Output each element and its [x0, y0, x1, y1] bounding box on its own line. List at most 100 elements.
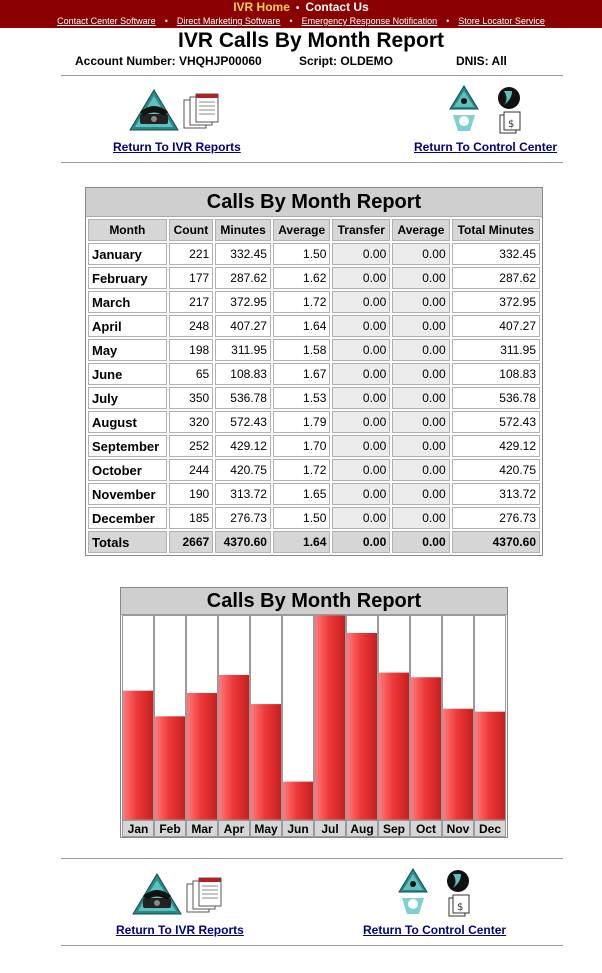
- calls-by-month-chart: Calls By Month Report Jan Feb Mar Apr May Jun…: [120, 587, 508, 838]
- value-cell: 0.00: [392, 315, 450, 337]
- value-cell: 287.62: [215, 267, 271, 289]
- x-tick-label: Jan: [128, 822, 149, 836]
- column-header-minutes: Minutes: [215, 219, 271, 241]
- month-cell: February: [88, 267, 167, 289]
- nav-separator: •: [289, 16, 293, 26]
- return-control-center-link-bottom[interactable]: Return To Control Center: [363, 923, 507, 937]
- bar-feb: [155, 716, 185, 820]
- value-cell: 0.00: [332, 483, 391, 505]
- value-cell: 1.72: [272, 291, 331, 313]
- month-cell: November: [88, 483, 167, 505]
- phone-icon[interactable]: [131, 872, 183, 916]
- value-cell: 0.00: [392, 411, 450, 433]
- value-cell: 0.00: [392, 243, 450, 265]
- ivr-home-link[interactable]: IVR Home: [233, 0, 290, 14]
- value-cell: 287.62: [451, 267, 540, 289]
- control-center-icon[interactable]: $: [448, 85, 524, 135]
- totals-label: Totals: [88, 531, 167, 553]
- value-cell: 65: [168, 363, 214, 385]
- bar-jun: [283, 781, 313, 820]
- value-cell: 350: [168, 387, 214, 409]
- value-cell: 1.67: [272, 363, 331, 385]
- table-row: January 221 332.45 1.50 0.00 0.00 332.45: [88, 243, 540, 265]
- reports-documents-icon[interactable]: [182, 92, 222, 132]
- top-nav-secondary: Contact Center Software • Direct Marketing…: [0, 15, 602, 28]
- month-cell: September: [88, 435, 167, 457]
- value-cell: 0.00: [332, 363, 391, 385]
- top-nav-primary: IVR Home • Contact Us: [0, 0, 602, 14]
- month-cell: March: [88, 291, 167, 313]
- bar-sep: [379, 672, 409, 820]
- table-header-row: Month Count Minutes Average Transfer Ave…: [88, 219, 540, 241]
- month-cell: July: [88, 387, 167, 409]
- value-cell: 0.00: [332, 411, 391, 433]
- value-cell: 420.75: [215, 459, 271, 481]
- contact-center-software-link[interactable]: Contact Center Software: [57, 16, 156, 26]
- bar-aug: [347, 632, 377, 820]
- bar-jan: [123, 690, 153, 820]
- month-cell: April: [88, 315, 167, 337]
- value-cell: 108.83: [451, 363, 540, 385]
- bar-nov: [443, 708, 473, 820]
- totals-cell: 0.00: [392, 531, 450, 553]
- value-cell: 311.95: [451, 339, 540, 361]
- table-row: May 198 311.95 1.58 0.00 0.00 311.95: [88, 339, 540, 361]
- value-cell: 198: [168, 339, 214, 361]
- column-header-count: Count: [168, 219, 214, 241]
- table-row: April 248 407.27 1.64 0.00 0.00 407.27: [88, 315, 540, 337]
- phone-icon[interactable]: [128, 88, 180, 132]
- reports-documents-icon[interactable]: [185, 876, 225, 916]
- control-center-icon[interactable]: $: [397, 868, 473, 918]
- x-tick-cell: [282, 820, 314, 837]
- return-control-center-link[interactable]: Return To Control Center: [414, 140, 558, 154]
- value-cell: 0.00: [332, 339, 391, 361]
- value-cell: 572.43: [215, 411, 271, 433]
- page-title: IVR Calls By Month Report: [177, 29, 445, 52]
- value-cell: 332.45: [451, 243, 540, 265]
- x-tick-cell: [122, 820, 154, 837]
- table-row: November 190 313.72 1.65 0.00 0.00 313.72: [88, 483, 540, 505]
- totals-cell: 2667: [168, 531, 214, 553]
- column-header-average: Average: [272, 219, 331, 241]
- value-cell: 177: [168, 267, 214, 289]
- value-cell: 311.95: [215, 339, 271, 361]
- value-cell: 1.65: [272, 483, 331, 505]
- value-cell: 0.00: [392, 507, 450, 529]
- emergency-response-link[interactable]: Emergency Response Notification: [301, 16, 438, 26]
- bar-may: [251, 704, 281, 820]
- value-cell: 248: [168, 315, 214, 337]
- value-cell: 536.78: [451, 387, 540, 409]
- value-cell: 0.00: [392, 483, 450, 505]
- value-cell: 429.12: [451, 435, 540, 457]
- table-row: June 65 108.83 1.67 0.00 0.00 108.83: [88, 363, 540, 385]
- table-row: December 185 276.73 1.50 0.00 0.00 276.73: [88, 507, 540, 529]
- value-cell: 320: [168, 411, 214, 433]
- value-cell: 0.00: [332, 435, 391, 457]
- bar-jul: [315, 615, 345, 820]
- value-cell: 0.00: [332, 459, 391, 481]
- account-number: Account Number: VHQHJP00060: [75, 54, 262, 68]
- value-cell: 0.00: [392, 339, 450, 361]
- return-ivr-reports-link[interactable]: Return To IVR Reports: [113, 140, 241, 154]
- value-cell: 313.72: [451, 483, 540, 505]
- column-header-transfer: Transfer: [332, 219, 391, 241]
- column-header-transfer-average: Average: [392, 219, 450, 241]
- divider: [61, 75, 563, 76]
- column-header-total-minutes: Total Minutes: [451, 219, 540, 241]
- value-cell: 1.70: [272, 435, 331, 457]
- value-cell: 252: [168, 435, 214, 457]
- value-cell: 332.45: [215, 243, 271, 265]
- value-cell: 1.72: [272, 459, 331, 481]
- return-ivr-reports-link-bottom[interactable]: Return To IVR Reports: [116, 923, 244, 937]
- x-tick-label: Oct: [416, 822, 436, 836]
- contact-us-link[interactable]: Contact Us: [305, 0, 369, 14]
- value-cell: 572.43: [451, 411, 540, 433]
- totals-row: Totals 2667 4370.60 1.64 0.00 0.00 4370.60: [88, 531, 540, 553]
- value-cell: 0.00: [332, 315, 391, 337]
- x-tick-cell: [474, 820, 506, 837]
- bar-mar: [187, 693, 217, 820]
- x-tick-cell: [378, 820, 410, 837]
- value-cell: 221: [168, 243, 214, 265]
- store-locator-link[interactable]: Store Locator Service: [458, 16, 545, 26]
- direct-marketing-software-link[interactable]: Direct Marketing Software: [176, 16, 281, 26]
